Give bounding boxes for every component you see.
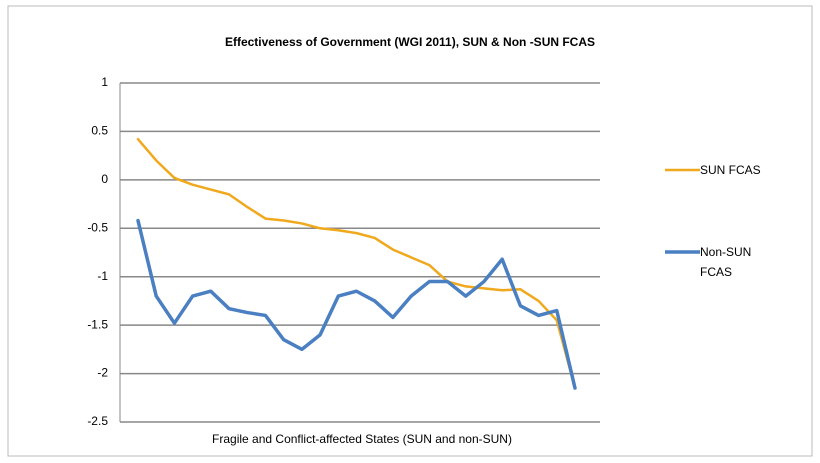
y-tick-label: -1 bbox=[97, 269, 108, 283]
y-tick-label: 0.5 bbox=[91, 124, 108, 138]
y-tick-label: 0 bbox=[101, 172, 108, 186]
line-series bbox=[136, 218, 577, 390]
chart-frame bbox=[7, 5, 813, 457]
line-series bbox=[136, 137, 577, 390]
y-tick-label: 1 bbox=[101, 75, 108, 89]
legend-label: SUN FCAS bbox=[700, 163, 761, 177]
y-tick-label: -2.5 bbox=[87, 414, 108, 428]
chart-title: Effectiveness of Government (WGI 2011), … bbox=[225, 35, 595, 49]
x-axis-label: Fragile and Conflict-affected States (SU… bbox=[212, 432, 512, 446]
y-tick-label: -0.5 bbox=[87, 220, 108, 234]
legend-label: Non-SUN FCAS bbox=[700, 245, 752, 279]
y-tick-label: -1.5 bbox=[87, 317, 108, 331]
y-tick-label: -2 bbox=[97, 366, 108, 380]
